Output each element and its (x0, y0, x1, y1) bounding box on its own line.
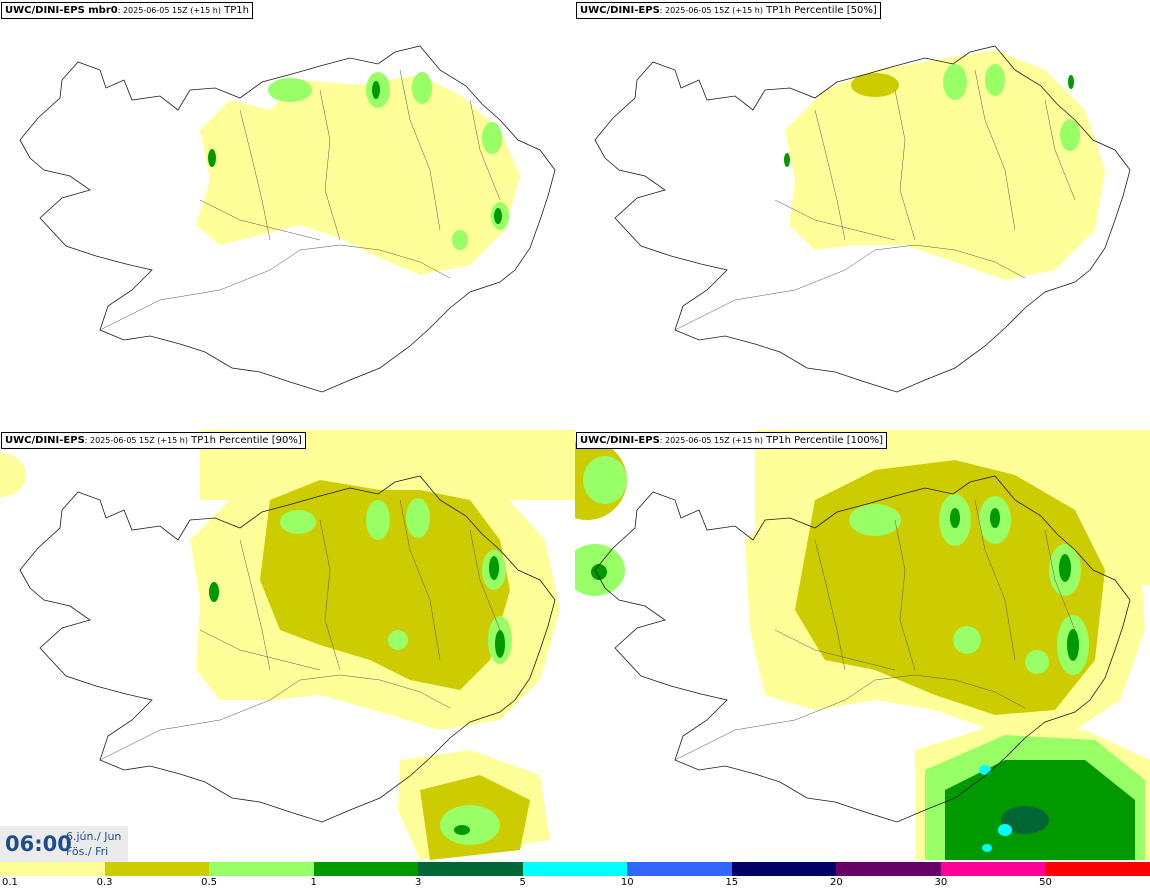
valid-time-box: 06:00 6.jún./ Jun Fös./ Fri (0, 826, 128, 862)
valid-date-line2: Fös./ Fri (66, 845, 109, 858)
panel-title-model: UWC/DINI-EPS (580, 5, 660, 16)
legend-label: 50 (1039, 877, 1052, 888)
legend-label: 1 (310, 877, 317, 888)
color-legend (0, 862, 1150, 876)
panel-title: UWC/DINI-EPS: 2025-06-05 15Z (+15 h) TP1… (1, 432, 306, 449)
legend-label: 3 (414, 877, 422, 888)
map-canvas (594, 45, 1131, 393)
panel-title: UWC/DINI-EPS: 2025-06-05 15Z (+15 h) TP1… (576, 432, 888, 449)
panel-title-variable: TP1h Percentile [90%] (187, 435, 302, 446)
valid-time: 06:00 (5, 832, 72, 856)
legend-label: 0.3 (96, 877, 113, 888)
legend-label: 10 (620, 877, 634, 888)
panel-title-run: : 2025-06-05 15Z (+15 h) (659, 6, 763, 15)
map-canvas (575, 430, 1150, 860)
map-panel-mbr0: UWC/DINI-EPS mbr0: 2025-06-05 15Z (+15 h… (0, 0, 575, 430)
legend-swatch (836, 862, 941, 876)
map-canvas (19, 45, 556, 393)
legend-swatch (0, 862, 105, 876)
legend-swatch (104, 862, 210, 876)
valid-date-line1: 6.jún./ Jun (66, 830, 122, 843)
panel-title-model: UWC/DINI-EPS (5, 435, 85, 446)
panel-title: UWC/DINI-EPS mbr0: 2025-06-05 15Z (+15 h… (1, 2, 253, 19)
legend-label: 20 (829, 877, 843, 888)
legend-swatch (522, 862, 628, 876)
legend-swatch (209, 862, 314, 876)
panel-title-run: : 2025-06-05 15Z (+15 h) (659, 436, 763, 445)
panel-title-run: : 2025-06-05 15Z (+15 h) (117, 6, 221, 15)
panel-title-variable: TP1h (220, 5, 249, 16)
panel-title-model: UWC/DINI-EPS mbr0 (5, 5, 118, 16)
legend-swatch (1045, 862, 1150, 876)
panel-title-model: UWC/DINI-EPS (580, 435, 660, 446)
legend-label: 0.1 (2, 877, 18, 888)
legend-swatch (418, 862, 523, 876)
panel-title-run: : 2025-06-05 15Z (+15 h) (84, 436, 188, 445)
map-panel-percentile-50: UWC/DINI-EPS: 2025-06-05 15Z (+15 h) TP1… (575, 0, 1150, 430)
legend-swatch (940, 862, 1046, 876)
map-canvas (0, 430, 575, 860)
legend-label: 30 (934, 877, 948, 888)
legend-swatch (313, 862, 419, 876)
legend-swatch (627, 862, 732, 876)
legend-labels: 0.1 0.3 0.5 1 3 5 10 15 20 30 50 (0, 877, 1150, 891)
map-panel-percentile-100: UWC/DINI-EPS: 2025-06-05 15Z (+15 h) TP1… (575, 430, 1150, 860)
legend-label: 0.5 (201, 877, 218, 888)
legend-label: 5 (519, 877, 526, 888)
map-panel-percentile-90: UWC/DINI-EPS: 2025-06-05 15Z (+15 h) TP1… (0, 430, 575, 860)
legend-label: 15 (725, 877, 739, 888)
panel-title-variable: TP1h Percentile [100%] (762, 435, 884, 446)
panel-title: UWC/DINI-EPS: 2025-06-05 15Z (+15 h) TP1… (576, 2, 881, 19)
legend-swatch (731, 862, 837, 876)
panel-title-variable: TP1h Percentile [50%] (762, 5, 877, 16)
